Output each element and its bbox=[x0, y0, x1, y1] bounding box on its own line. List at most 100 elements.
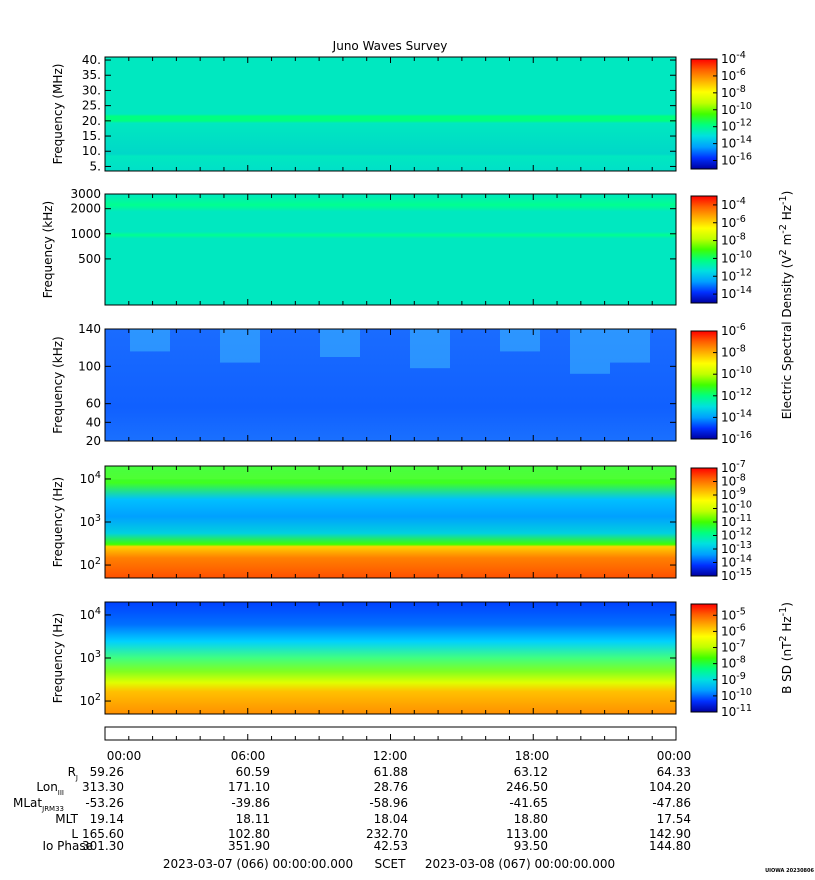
y-tick-label: 20. bbox=[82, 114, 101, 128]
row-value: -47.86 bbox=[652, 796, 691, 810]
colorbar bbox=[690, 195, 718, 304]
y-tick-label: 30. bbox=[82, 83, 101, 97]
colorbar-tick-label: 10-4 bbox=[721, 196, 746, 212]
y-tick-label: 35. bbox=[82, 68, 101, 82]
emission-burst bbox=[410, 329, 450, 369]
side-label-magnetic: B SD (nT2 Hz-1) bbox=[778, 602, 794, 694]
colorbar-tick-label: 10-10 bbox=[721, 687, 752, 703]
colorbar-tick-label: 10-6 bbox=[721, 214, 746, 230]
y-axis-label: Frequency (Hz) bbox=[51, 613, 65, 704]
row-value: 171.10 bbox=[228, 780, 270, 794]
y-tick-label: 104 bbox=[80, 606, 101, 622]
spectrogram-image bbox=[105, 466, 676, 578]
row-value: -58.96 bbox=[369, 796, 408, 810]
colorbar-tick-label: 10-14 bbox=[721, 285, 752, 301]
y-tick-label: 2000 bbox=[70, 202, 101, 216]
row-label: MLatJRM33 bbox=[13, 796, 64, 813]
y-tick-label: 25. bbox=[82, 99, 101, 113]
spectrogram-image bbox=[105, 57, 676, 171]
y-tick-label: 60 bbox=[86, 397, 101, 411]
row-value: 28.76 bbox=[374, 780, 408, 794]
emission-burst bbox=[220, 329, 260, 363]
colorbar-tick-label: 10-16 bbox=[721, 152, 752, 168]
row-value: 60.59 bbox=[236, 765, 270, 779]
colorbar-tick-label: 10-8 bbox=[721, 84, 746, 100]
row-value: 59.26 bbox=[90, 765, 124, 779]
row-value: 102.80 bbox=[228, 827, 270, 841]
y-tick-label: 20 bbox=[86, 434, 101, 448]
y-tick-label: 102 bbox=[80, 692, 101, 708]
row-value: 61.88 bbox=[374, 765, 408, 779]
y-tick-label: 140 bbox=[78, 322, 101, 336]
colorbar bbox=[690, 58, 718, 170]
colorbar-tick-label: 10-16 bbox=[721, 430, 752, 446]
y-tick-label: 104 bbox=[80, 470, 101, 486]
y-tick-label: 40. bbox=[82, 53, 101, 67]
time-tick-label: 00:00 bbox=[657, 749, 692, 763]
spectrogram-image bbox=[105, 194, 676, 305]
colorbar-tick-label: 10-10 bbox=[721, 500, 752, 516]
time-tick-label: 12:00 bbox=[373, 749, 408, 763]
row-value: 232.70 bbox=[366, 827, 408, 841]
row-value: -53.26 bbox=[85, 796, 124, 810]
y-tick-label: 15. bbox=[82, 129, 101, 143]
colorbar-tick-label: 10-6 bbox=[721, 322, 746, 338]
y-tick-label: 103 bbox=[80, 649, 101, 665]
colorbar-tick-label: 10-8 bbox=[721, 232, 746, 248]
colorbar-tick-label: 10-12 bbox=[721, 118, 752, 134]
colorbar-tick-label: 10-9 bbox=[721, 671, 746, 687]
row-label: RJ bbox=[68, 765, 78, 782]
y-axis-label: Frequency (MHz) bbox=[51, 64, 65, 165]
row-label: L bbox=[71, 827, 78, 841]
colorbar-tick-label: 10-10 bbox=[721, 365, 752, 381]
emission-burst bbox=[610, 329, 650, 363]
colorbar-tick-label: 10-7 bbox=[721, 639, 746, 655]
row-value: 104.20 bbox=[649, 780, 691, 794]
y-axis-label: Frequency (Hz) bbox=[51, 477, 65, 568]
row-value: 18.04 bbox=[374, 812, 408, 826]
footer-end: 2023-03-08 (067) 00:00:00.000 bbox=[425, 857, 615, 871]
colorbar-tick-label: 10-6 bbox=[721, 622, 746, 638]
row-label: Io Phase bbox=[42, 839, 93, 853]
colorbar-tick-label: 10-9 bbox=[721, 486, 746, 502]
colorbar-tick-label: 10-8 bbox=[721, 344, 746, 360]
row-value: 351.90 bbox=[228, 839, 270, 853]
colorbar-tick-label: 10-12 bbox=[721, 387, 752, 403]
row-value: 42.53 bbox=[374, 839, 408, 853]
spectrogram-panel-4: 104 103 102 Frequency (Hz) 10-710-810-910-10… bbox=[51, 459, 752, 583]
side-label-electric: Electric Spectral Density (V2 m-2 Hz-1) bbox=[778, 191, 794, 420]
row-value: 93.50 bbox=[514, 839, 548, 853]
row-value: 301.30 bbox=[82, 839, 124, 853]
time-tick-label: 00:00 bbox=[107, 749, 142, 763]
colorbar bbox=[690, 330, 718, 440]
row-value: 18.11 bbox=[236, 812, 270, 826]
y-tick-label: 3000 bbox=[70, 187, 101, 201]
colorbar-tick-label: 10-10 bbox=[721, 101, 752, 117]
y-tick-label: 40 bbox=[86, 415, 101, 429]
footer-scet: SCET bbox=[375, 857, 407, 871]
row-value: 64.33 bbox=[657, 765, 691, 779]
colorbar-tick-label: 10-5 bbox=[721, 606, 746, 622]
row-value: -41.65 bbox=[509, 796, 548, 810]
y-tick-label: 1000 bbox=[70, 227, 101, 241]
y-tick-label: 103 bbox=[80, 513, 101, 529]
row-value: -39.86 bbox=[231, 796, 270, 810]
colorbar-tick-label: 10-12 bbox=[721, 267, 752, 283]
row-value: 313.30 bbox=[82, 780, 124, 794]
time-tick-label: 06:00 bbox=[231, 749, 266, 763]
row-value: 165.60 bbox=[82, 827, 124, 841]
colorbar-tick-label: 10-11 bbox=[721, 513, 752, 529]
colorbar-tick-label: 10-6 bbox=[721, 67, 746, 83]
figure-title: Juno Waves Survey bbox=[332, 39, 448, 53]
colorbar-tick-label: 10-8 bbox=[721, 655, 746, 671]
y-tick-label: 500 bbox=[78, 252, 101, 266]
y-tick-label: 10. bbox=[82, 144, 101, 158]
colorbar-tick-label: 10-4 bbox=[721, 50, 746, 66]
y-axis-label: Frequency (kHz) bbox=[51, 336, 65, 433]
colorbar-tick-label: 10-10 bbox=[721, 249, 752, 265]
colorbar-tick-label: 10-15 bbox=[721, 567, 752, 583]
y-tick-label: 100 bbox=[78, 359, 101, 373]
row-value: 246.50 bbox=[506, 780, 548, 794]
row-value: 18.80 bbox=[514, 812, 548, 826]
